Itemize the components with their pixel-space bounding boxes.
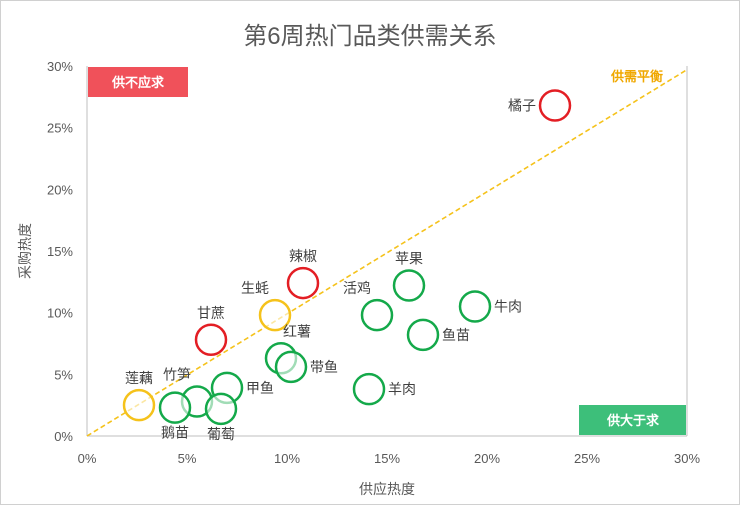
data-label-竹笋: 竹笋 [163,366,191,382]
plot-area [86,66,688,437]
y-tick-label: 5% [54,367,73,382]
demand-exceeds-label: 供不应求 [111,75,165,90]
data-point-羊肉 [352,372,386,406]
data-label-甲鱼: 甲鱼 [246,380,274,396]
data-point-苹果 [392,269,426,302]
data-label-橘子: 橘子 [508,97,536,113]
x-tick-label: 20% [474,451,500,466]
data-point-牛肉 [458,290,492,323]
y-tick-label: 25% [47,121,73,136]
data-point-葡萄 [204,392,238,426]
data-label-莲藕: 莲藕 [125,370,153,386]
supply-exceeds-label: 供大于求 [606,413,660,428]
data-label-苹果: 苹果 [395,251,423,267]
data-label-甘蔗: 甘蔗 [197,305,225,321]
y-tick-label: 15% [47,244,73,259]
data-label-鱼苗: 鱼苗 [442,327,470,343]
y-tick-label: 30% [47,59,73,74]
chart-title: 第6周热门品类供需关系 [243,23,496,50]
balance-line-label: 供需平衡 [610,69,663,84]
data-label-羊肉: 羊肉 [388,381,416,397]
y-tick-label: 10% [47,306,73,321]
balance-line [86,69,688,437]
data-label-带鱼: 带鱼 [310,359,338,375]
demand-exceeds-box [88,67,188,97]
y-axis-label: 采购热度 [17,223,33,279]
data-point-甘蔗 [194,323,228,357]
x-tick-label: 30% [674,451,700,466]
y-tick-label: 0% [54,429,73,444]
x-tick-label: 5% [178,451,197,466]
data-label-鹅苗: 鹅苗 [161,425,189,441]
data-point-活鸡 [360,298,394,332]
data-label-红薯: 红薯 [283,323,311,339]
data-label-辣椒: 辣椒 [289,248,317,264]
x-tick-label: 15% [374,451,400,466]
data-point-辣椒 [286,266,320,300]
x-tick-label: 0% [78,451,97,466]
axis-ticks: 0% 5% 10% 15% 20% 25% 30% 0% 5% 10% 15% 20% 25% 30% [47,59,700,466]
x-axis-label: 供应热度 [359,481,415,497]
balance-line-layer: 供需平衡 [86,69,688,437]
data-point-鱼苗 [406,318,440,352]
x-tick-label: 10% [274,451,300,466]
data-point-生蚝 [258,298,292,332]
x-tick-label: 25% [574,451,600,466]
data-point-带鱼 [274,350,308,384]
data-point-莲藕 [122,388,156,422]
y-tick-label: 20% [47,182,73,197]
data-point-橘子 [538,89,572,122]
data-label-活鸡: 活鸡 [343,280,371,296]
data-label-生蚝: 生蚝 [241,280,269,296]
supply-exceeds-box [579,405,686,435]
data-label-葡萄: 葡萄 [207,426,235,442]
data-point-鹅苗 [158,391,192,424]
data-label-牛肉: 牛肉 [494,299,522,315]
